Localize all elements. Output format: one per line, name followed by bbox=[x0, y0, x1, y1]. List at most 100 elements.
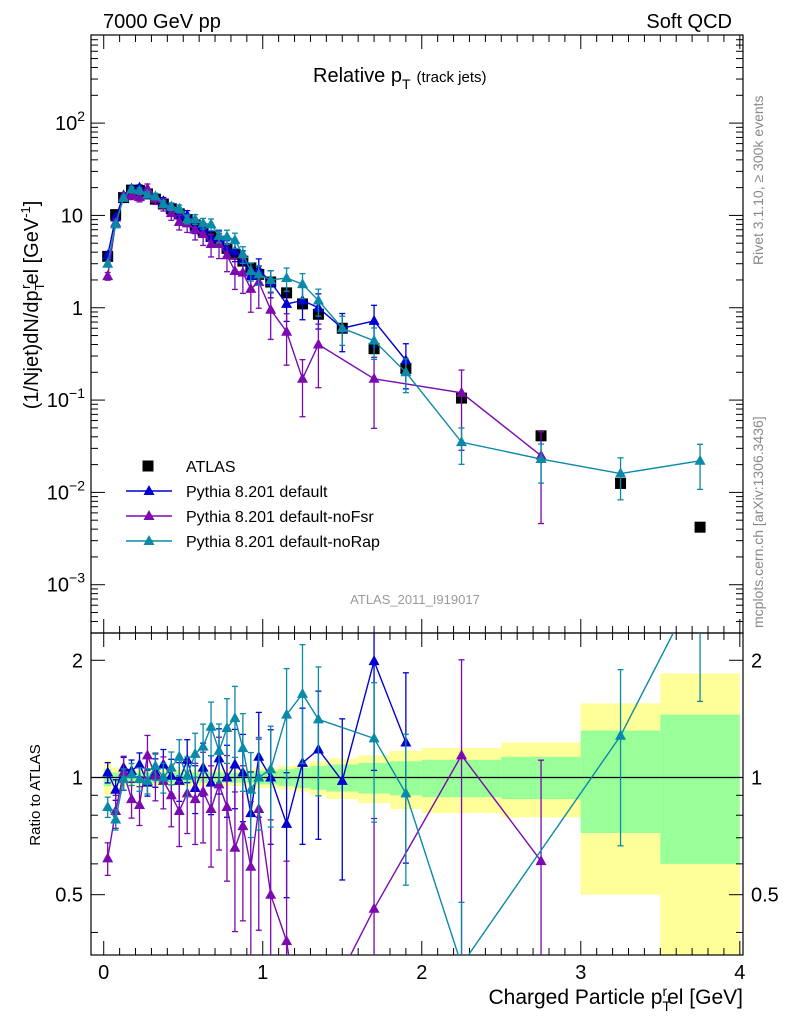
y-axis-label: (1/Njet)dN/dpTrel [GeV-1] bbox=[18, 201, 47, 410]
x-tick-label: 2 bbox=[416, 962, 427, 984]
series-point bbox=[189, 223, 201, 234]
ratio-point bbox=[165, 789, 177, 800]
series-point bbox=[615, 467, 627, 478]
ratio-point bbox=[368, 655, 380, 666]
series-point bbox=[126, 189, 138, 200]
main-data-marks bbox=[102, 181, 706, 533]
legend-marker bbox=[142, 460, 154, 472]
series-point bbox=[368, 314, 380, 325]
legend-label: ATLAS bbox=[186, 459, 236, 476]
ratio-point bbox=[229, 712, 241, 723]
ratio-point bbox=[149, 760, 161, 771]
ratio-point bbox=[205, 720, 217, 731]
ratio-point bbox=[134, 798, 146, 809]
y-tick-label: 10−1 bbox=[47, 385, 85, 412]
y-tick-label: 1 bbox=[72, 298, 83, 320]
ratio-point bbox=[110, 783, 122, 794]
y-tick-label: 10−2 bbox=[47, 477, 85, 504]
ratio-point bbox=[245, 783, 257, 794]
ratio-point bbox=[297, 687, 309, 698]
ratio-point bbox=[173, 805, 185, 816]
series-point bbox=[336, 322, 348, 333]
series-point bbox=[173, 202, 185, 213]
ratio-tick-label: 2 bbox=[72, 650, 83, 672]
series-point bbox=[245, 265, 257, 276]
series-point bbox=[110, 218, 122, 229]
x-axis-label: Charged Particle pTrel [GeV] bbox=[488, 983, 743, 1014]
x-tick-label: 3 bbox=[575, 962, 586, 984]
y-tick-label: 10 bbox=[61, 205, 83, 227]
chart-title: Relative pT (track jets) bbox=[313, 65, 487, 92]
mcplots-label: mcplots.cern.ch [arXiv:1306.3436] bbox=[750, 416, 766, 628]
ratio-uncertainty-bands bbox=[103, 673, 740, 955]
ratio-point bbox=[126, 793, 138, 804]
series-point bbox=[297, 278, 309, 289]
series-point bbox=[165, 207, 177, 218]
x-tick-label: 0 bbox=[98, 962, 109, 984]
series-point bbox=[456, 386, 468, 397]
series-point bbox=[197, 227, 209, 238]
ratio-point bbox=[229, 841, 241, 852]
ratio-frame bbox=[90, 632, 744, 956]
series-point bbox=[245, 282, 257, 293]
series-point bbox=[102, 257, 114, 268]
series-point bbox=[368, 372, 380, 383]
series-point bbox=[126, 183, 138, 194]
series-point bbox=[265, 303, 277, 314]
series-point bbox=[253, 268, 265, 279]
series-point bbox=[265, 273, 277, 284]
rivet-label: Rivet 3.1.10, ≥ 300k events bbox=[750, 95, 766, 265]
series-point bbox=[197, 217, 209, 228]
ratio-point bbox=[197, 785, 209, 796]
ratio-point bbox=[221, 800, 233, 811]
ratio-point bbox=[165, 761, 177, 772]
ratio-point bbox=[118, 773, 130, 784]
ratio-point bbox=[181, 769, 193, 780]
series-point bbox=[181, 213, 193, 224]
ratio-point bbox=[189, 793, 201, 804]
legend-label: Pythia 8.201 default bbox=[186, 484, 328, 501]
ratio-line bbox=[107, 752, 542, 955]
ratio-tick-label: 0.5 bbox=[751, 885, 779, 907]
series-point bbox=[297, 294, 309, 305]
ratio-data-marks bbox=[102, 633, 704, 955]
series-point bbox=[281, 297, 293, 308]
ratio-point bbox=[141, 749, 153, 760]
ratio-tick-label: 1 bbox=[72, 767, 83, 789]
series-point bbox=[400, 366, 412, 377]
legend-marker bbox=[143, 510, 155, 520]
ratio-point bbox=[221, 721, 233, 732]
legend-marker bbox=[143, 485, 155, 495]
series-point bbox=[141, 188, 153, 199]
ratio-point bbox=[213, 744, 225, 755]
ratio-point bbox=[281, 817, 293, 828]
ratio-point bbox=[205, 802, 217, 813]
ratio-point bbox=[312, 713, 324, 724]
ratio-point bbox=[535, 855, 547, 866]
series-line bbox=[107, 187, 542, 457]
x-tick-label: 4 bbox=[734, 962, 745, 984]
series-point bbox=[229, 265, 241, 276]
series-point bbox=[134, 184, 146, 195]
ratio-tick-label: 2 bbox=[751, 650, 762, 672]
series-point bbox=[221, 249, 233, 260]
ratio-point bbox=[265, 888, 277, 899]
band-green bbox=[660, 714, 740, 864]
ratio-point bbox=[173, 750, 185, 761]
ratio-point bbox=[173, 774, 185, 785]
series-point bbox=[213, 229, 225, 240]
series-point bbox=[173, 215, 185, 226]
y-tick-label: 102 bbox=[55, 108, 85, 135]
ratio-y-axis-label: Ratio to ATLAS bbox=[27, 744, 44, 845]
series-point bbox=[237, 266, 249, 277]
legend-label: Pythia 8.201 default-noFsr bbox=[186, 509, 374, 526]
ratio-point bbox=[253, 771, 265, 782]
series-point bbox=[157, 197, 169, 208]
ratio-point bbox=[141, 774, 153, 785]
atlas-point bbox=[694, 521, 706, 533]
series-point bbox=[694, 454, 706, 465]
series-point bbox=[221, 230, 233, 241]
ratio-tick-label: 0.5 bbox=[55, 885, 83, 907]
series-point bbox=[312, 338, 324, 349]
